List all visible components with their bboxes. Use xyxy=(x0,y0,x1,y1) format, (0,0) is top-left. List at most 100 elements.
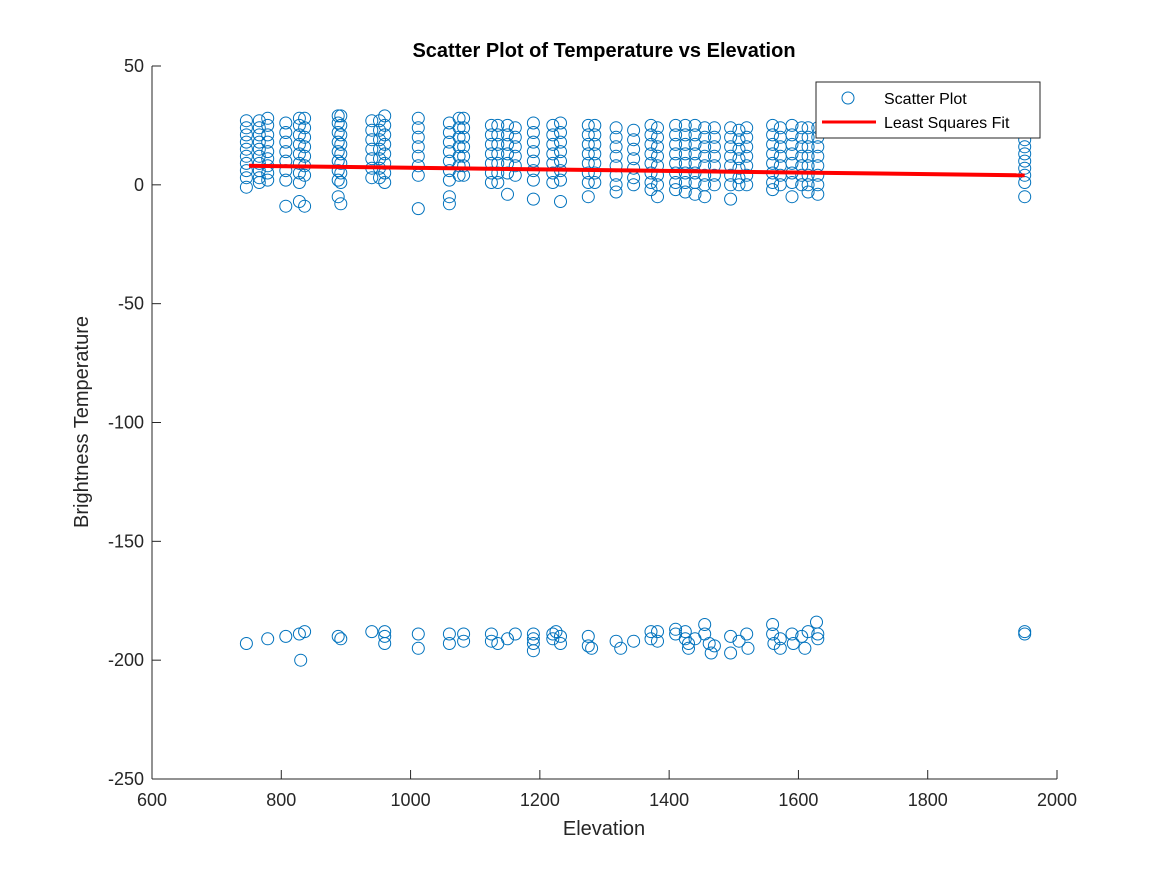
scatter-point xyxy=(411,202,425,216)
scatter-point xyxy=(785,147,799,161)
scatter-point xyxy=(508,159,522,173)
scatter-point xyxy=(766,627,780,641)
scatter-point xyxy=(740,168,754,182)
scatter-point xyxy=(252,114,266,128)
scatter-point xyxy=(801,178,815,192)
scatter-point xyxy=(457,130,471,144)
plot-background xyxy=(152,66,1057,779)
scatter-point xyxy=(1018,154,1032,168)
scatter-point xyxy=(678,176,692,189)
scatter-point xyxy=(767,637,781,650)
scatter-point xyxy=(279,145,293,159)
scatter-point xyxy=(554,154,567,168)
scatter-point xyxy=(627,152,641,166)
scatter-point xyxy=(785,627,799,641)
scatter-point xyxy=(811,140,825,154)
scatter-point xyxy=(526,145,540,159)
scatter-point xyxy=(651,625,664,639)
scatter-point xyxy=(484,627,498,641)
scatter-point xyxy=(678,128,692,142)
scatter-point xyxy=(378,128,392,142)
scatter-point xyxy=(785,128,799,142)
scatter-point xyxy=(678,137,692,151)
scatter-point xyxy=(442,190,456,204)
scatter-point xyxy=(252,171,266,185)
scatter-point xyxy=(669,147,683,161)
scatter-point xyxy=(766,618,780,631)
scatter-point xyxy=(609,149,623,163)
scatter-point xyxy=(811,149,825,163)
scatter-point xyxy=(740,130,754,144)
scatter-point xyxy=(292,176,306,189)
scatter-point xyxy=(546,118,560,132)
scatter-point xyxy=(740,178,754,192)
scatter-point xyxy=(508,121,522,135)
scatter-point xyxy=(732,123,746,137)
scatter-point xyxy=(526,126,540,139)
scatter-point xyxy=(766,176,780,189)
scatter-point xyxy=(526,135,540,149)
scatter-point xyxy=(526,637,540,650)
scatter-point xyxy=(688,128,702,142)
scatter-point xyxy=(651,634,664,648)
scatter-point xyxy=(581,166,595,180)
scatter-point xyxy=(501,137,514,151)
scatter-point xyxy=(331,190,345,204)
scatter-point xyxy=(484,137,498,151)
x-tick-label: 600 xyxy=(137,790,167,810)
scatter-point xyxy=(801,168,815,182)
scatter-point xyxy=(724,629,738,643)
scatter-point xyxy=(669,118,683,132)
scatter-point xyxy=(508,140,522,154)
scatter-point xyxy=(457,121,471,135)
scatter-point xyxy=(651,130,664,144)
scatter-point xyxy=(588,166,602,180)
x-tick-label: 1800 xyxy=(908,790,948,810)
legend-label-scatter: Scatter Plot xyxy=(884,91,967,108)
scatter-point xyxy=(554,637,567,650)
scatter-point xyxy=(581,137,595,151)
x-tick-label: 1600 xyxy=(778,790,818,810)
scatter-point xyxy=(688,147,702,161)
scatter-point xyxy=(365,142,379,156)
scatter-point xyxy=(411,140,425,154)
legend-marker-scatter xyxy=(841,91,855,105)
scatter-point xyxy=(644,632,658,646)
scatter-point xyxy=(457,149,471,163)
scatter-point xyxy=(457,111,471,125)
y-tick-label: -50 xyxy=(118,294,144,314)
scatter-point xyxy=(811,627,825,641)
scatter-point xyxy=(239,135,253,149)
scatter-point xyxy=(378,147,392,161)
scatter-point xyxy=(491,137,505,151)
scatter-point xyxy=(740,121,754,135)
scatter-point xyxy=(252,156,266,170)
scatter-point xyxy=(588,176,602,189)
scatter-point xyxy=(239,149,253,163)
scatter-point xyxy=(707,130,721,144)
scatter-point xyxy=(732,178,746,192)
scatter-point xyxy=(1018,190,1032,204)
scatter-point xyxy=(508,149,522,163)
scatter-point xyxy=(669,622,683,636)
scatter-point xyxy=(707,639,721,653)
scatter-point xyxy=(365,152,379,166)
scatter-point xyxy=(627,133,641,147)
scatter-point xyxy=(378,118,392,132)
scatter-point xyxy=(491,128,505,142)
scatter-point xyxy=(707,178,721,192)
scatter-point xyxy=(261,118,275,132)
scatter-point xyxy=(294,653,308,667)
scatter-point xyxy=(378,137,392,151)
scatter-point xyxy=(581,190,595,204)
x-axis-ticks: 600 800 1000 1200 1400 1600 1800 2000 xyxy=(137,770,1077,810)
scatter-point xyxy=(785,190,799,204)
y-tick-label: 50 xyxy=(124,56,144,76)
scatter-point xyxy=(442,637,456,650)
scatter-point xyxy=(298,149,312,163)
scatter-point xyxy=(609,178,623,192)
scatter-point xyxy=(334,156,348,170)
scatter-point xyxy=(785,137,799,151)
scatter-point xyxy=(651,121,664,135)
scatter-point xyxy=(252,142,266,156)
